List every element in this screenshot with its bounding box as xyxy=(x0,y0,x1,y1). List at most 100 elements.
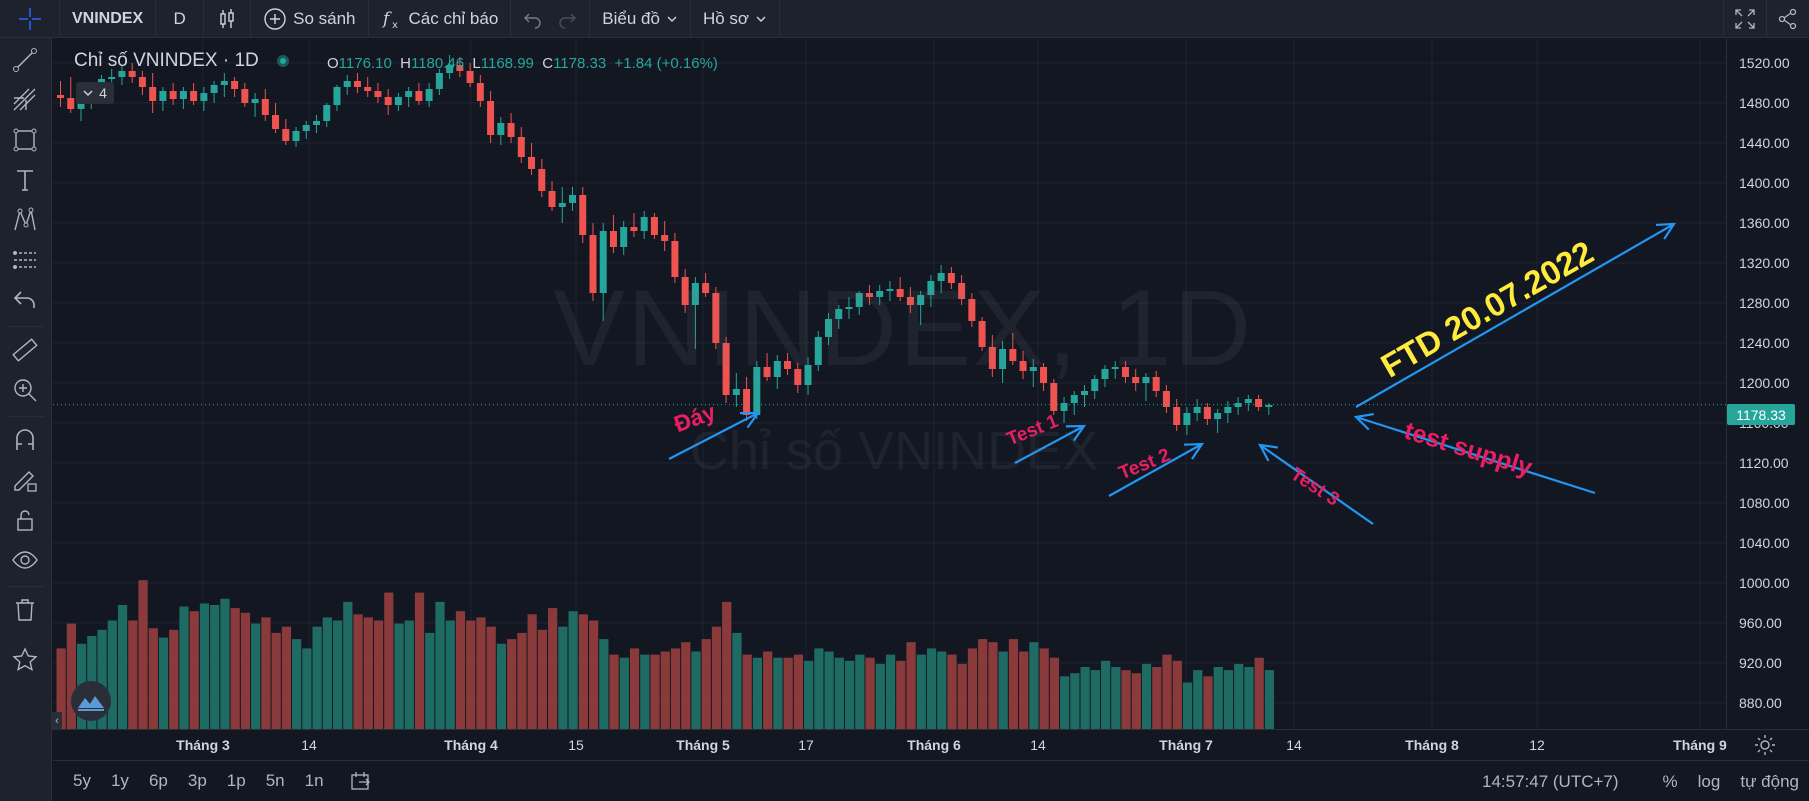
range-button[interactable]: 5n xyxy=(265,771,285,790)
share-button[interactable] xyxy=(1766,0,1809,38)
volume-bar xyxy=(220,598,230,729)
legend-collapse-button[interactable]: 4 xyxy=(76,82,114,104)
clock-label[interactable]: 14:57:47 (UTC+7) xyxy=(1481,771,1619,791)
volume-bar xyxy=(599,639,609,729)
volume-bar xyxy=(548,608,558,729)
volume-bar xyxy=(978,639,988,729)
ohlc-values: O1176.10 H1180.46 L1168.99 C1178.33 +1.8… xyxy=(327,55,718,72)
candle-body xyxy=(825,319,832,337)
undo-icon[interactable] xyxy=(523,9,543,29)
magnet-icon[interactable] xyxy=(10,425,40,455)
candle-body xyxy=(804,365,812,385)
arrow-head xyxy=(1065,424,1087,442)
candle-style-button[interactable] xyxy=(204,0,252,38)
candle-body xyxy=(896,289,904,297)
prediction-tool-icon[interactable] xyxy=(10,245,40,275)
unlock-icon[interactable] xyxy=(10,505,40,535)
goto-date-icon[interactable] xyxy=(350,770,372,792)
time-tick-label: Tháng 6 xyxy=(907,737,961,753)
volume-bar xyxy=(865,657,875,729)
volume-bar xyxy=(640,654,650,729)
time-axis[interactable]: Tháng 3 14 Tháng 4 15 Tháng 5 17 Tháng 6 14 Thán… xyxy=(53,729,1809,759)
chevron-left-icon[interactable]: ‹ xyxy=(52,712,62,730)
fullscreen-button[interactable] xyxy=(1723,0,1766,38)
lock-pencil-icon[interactable] xyxy=(10,465,40,495)
volume-bar xyxy=(1141,663,1152,729)
compare-button[interactable]: So sánh xyxy=(251,0,369,38)
price-tick-label: 920.00 xyxy=(1739,655,1782,671)
time-tick-label: 15 xyxy=(568,737,584,753)
candle-body xyxy=(906,297,914,305)
candle-body xyxy=(497,123,505,135)
candle-body xyxy=(753,367,761,415)
crosshair-icon[interactable] xyxy=(0,0,60,38)
trendline-tool-icon[interactable] xyxy=(10,45,40,75)
volume-bar xyxy=(793,654,804,729)
range-button[interactable]: 3p xyxy=(187,771,207,790)
price-tick-label: 1480.00 xyxy=(1739,95,1790,111)
volume-bar xyxy=(1121,670,1131,729)
undo-drawing-icon[interactable] xyxy=(10,285,40,315)
volume-bar xyxy=(292,639,302,729)
price-tick-label: 1040.00 xyxy=(1739,535,1790,551)
candle-body xyxy=(1193,407,1201,413)
volume-bar xyxy=(1131,673,1141,729)
range-button[interactable]: 5y xyxy=(73,771,91,790)
toolbar-divider xyxy=(8,416,44,417)
chart-menu-button[interactable]: Biểu đồ xyxy=(590,0,691,38)
candle-body xyxy=(865,293,873,297)
auto-toggle[interactable]: tự động xyxy=(1740,771,1799,791)
eye-icon[interactable] xyxy=(10,545,40,575)
pattern-tool-icon[interactable] xyxy=(10,205,40,235)
time-tick-label: 14 xyxy=(301,737,317,753)
time-tick-label: 17 xyxy=(798,737,814,753)
volume-bar xyxy=(691,651,701,729)
range-button[interactable]: 1p xyxy=(226,771,246,790)
ruler-icon[interactable] xyxy=(10,335,40,365)
volume-bar xyxy=(384,592,394,729)
market-status-icon[interactable] xyxy=(276,55,289,67)
trash-icon[interactable] xyxy=(10,595,40,625)
last-price-label: 1178.33 xyxy=(1727,404,1795,425)
volume-bar xyxy=(302,648,312,729)
candle-body xyxy=(374,91,382,97)
volume-bar xyxy=(804,660,814,729)
range-button[interactable]: 1n xyxy=(304,771,324,790)
price-tick-label: 1000.00 xyxy=(1739,575,1790,591)
candlestick-chart[interactable] xyxy=(53,39,1726,729)
gear-icon[interactable] xyxy=(1753,733,1777,757)
candle-body xyxy=(743,389,751,415)
volume-bar xyxy=(56,648,66,729)
zoom-in-icon[interactable] xyxy=(10,375,40,405)
broker-logo-icon[interactable] xyxy=(71,681,111,721)
range-button[interactable]: 6p xyxy=(148,771,168,790)
profile-menu-button[interactable]: Hồ sơ xyxy=(691,0,781,38)
volume-bar xyxy=(312,626,322,729)
candle-body xyxy=(1142,377,1150,383)
candle-body xyxy=(487,101,495,135)
volume-bar xyxy=(343,601,353,729)
fib-tool-icon[interactable] xyxy=(10,85,40,115)
volume-bar xyxy=(783,657,793,729)
volume-bar xyxy=(609,654,619,729)
star-icon[interactable] xyxy=(10,645,40,675)
text-tool-icon[interactable] xyxy=(10,165,40,195)
interval-button[interactable]: D xyxy=(156,0,205,38)
rectangle-tool-icon[interactable] xyxy=(10,125,40,155)
redo-icon[interactable] xyxy=(557,9,577,29)
symbol-search-button[interactable]: VNINDEX xyxy=(60,0,157,38)
legend-title[interactable]: Chỉ số VNINDEX · 1D xyxy=(74,50,259,71)
candle-body xyxy=(1244,399,1252,403)
volume-bar xyxy=(199,603,210,729)
range-button[interactable]: 1y xyxy=(110,771,129,790)
candle-body xyxy=(384,97,392,105)
chart-pane[interactable] xyxy=(53,39,1726,729)
volume-bar xyxy=(1234,663,1244,729)
toolbar-divider xyxy=(8,586,44,587)
price-axis[interactable]: 1520.00 1480.00 1440.00 1400.00 1360.00 1320.… xyxy=(1726,39,1809,729)
volume-bar xyxy=(332,620,343,729)
percent-toggle[interactable]: % xyxy=(1662,771,1678,791)
candle-body xyxy=(261,99,269,115)
log-toggle[interactable]: log xyxy=(1697,771,1721,791)
